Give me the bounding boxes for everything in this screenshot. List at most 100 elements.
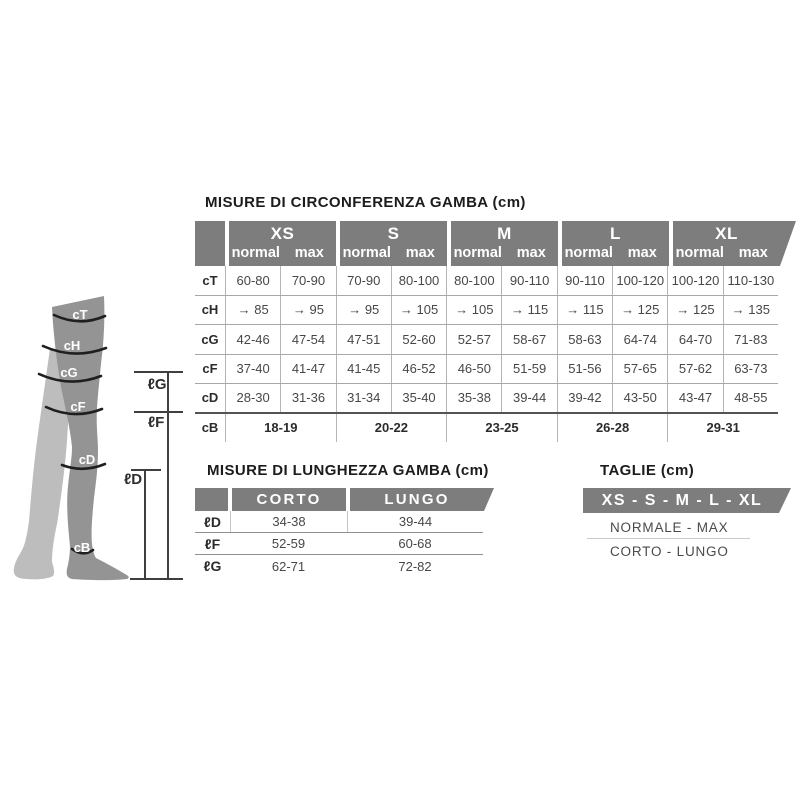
subcol-normal: normal xyxy=(231,245,280,261)
band-label-cD: cD xyxy=(79,452,96,467)
cell: 43-47 xyxy=(667,384,722,412)
row-label: cG xyxy=(201,331,219,347)
length-label-lD: ℓD xyxy=(124,471,142,488)
cell: 39-44 xyxy=(501,384,556,412)
header-size-s: S normal max xyxy=(340,221,447,266)
header-size-xs: XS normal max xyxy=(229,221,336,266)
cell: → 115 xyxy=(556,295,612,324)
row-label: ℓD xyxy=(204,513,221,530)
cell: 31-34 xyxy=(335,384,391,412)
cell: → 95 xyxy=(335,295,391,324)
merged-cell: 29-31 xyxy=(667,413,778,442)
circumference-table-body: cT 60-80 70-90 70-90 80-100 80-100 90-11… xyxy=(195,266,778,442)
cell: 35-40 xyxy=(390,384,446,412)
cell: 43-50 xyxy=(612,384,667,412)
row-label: cD xyxy=(201,390,219,406)
cell: 64-70 xyxy=(667,325,722,354)
header-corner-cell xyxy=(195,221,225,266)
table-row-lG: ℓG 62-71 72-82 xyxy=(195,555,483,577)
row-label: ℓF xyxy=(204,535,221,552)
band-label-cB: cB xyxy=(74,540,91,555)
cell: 63-73 xyxy=(722,354,778,383)
cell: 64-74 xyxy=(612,325,667,354)
taglie-option-normale-max: NORMALE - MAX xyxy=(610,520,729,535)
table-row-cD: cD 28-30 31-36 31-34 35-40 35-38 39-44 3… xyxy=(195,384,778,414)
circumference-table-header: XS normal max S normal max M normal max … xyxy=(195,221,796,266)
circumference-table-title: MISURE DI CIRCONFERENZA GAMBA (cm) xyxy=(205,194,526,211)
row-label: ℓG xyxy=(203,558,222,574)
leg-back-silhouette xyxy=(13,348,70,580)
size-name: XS xyxy=(270,224,295,243)
cell: 58-67 xyxy=(501,325,556,354)
band-arc-cT xyxy=(52,313,107,323)
subcol-normal: normal xyxy=(564,245,613,261)
length-table-header: CORTO LUNGO xyxy=(195,488,494,511)
merged-cell: 18-19 xyxy=(225,413,336,442)
cell: 51-59 xyxy=(501,354,556,383)
band-arc-cB xyxy=(70,547,95,555)
cell: → 105 xyxy=(390,295,446,324)
subcol-normal: normal xyxy=(453,245,502,261)
band-label-cG: cG xyxy=(60,365,77,380)
cell: 28-30 xyxy=(225,384,280,412)
row-label: cT xyxy=(202,272,218,288)
merged-cell: 26-28 xyxy=(556,413,668,442)
taglie-sizes-banner: XS - S - M - L - XL xyxy=(583,488,791,513)
cell: → 125 xyxy=(667,295,722,324)
cell: → 125 xyxy=(612,295,667,324)
size-name: XL xyxy=(715,224,738,243)
cell: 35-38 xyxy=(446,384,501,412)
table-row-cF: cF 37-40 41-47 41-45 46-52 46-50 51-59 5… xyxy=(195,354,778,384)
length-table-title: MISURE DI LUNGHEZZA GAMBA (cm) xyxy=(207,462,489,479)
cell: 46-50 xyxy=(446,354,501,383)
band-arc-cD xyxy=(60,462,107,471)
subcol-max: max xyxy=(294,245,324,261)
cell: 100-120 xyxy=(667,266,722,295)
cell: 62-71 xyxy=(271,558,306,574)
band-label-cT: cT xyxy=(72,307,87,322)
leg-front-silhouette xyxy=(52,296,129,581)
cell: → 85 xyxy=(225,295,280,324)
size-subheader: normal max xyxy=(229,246,336,261)
cell: 47-51 xyxy=(335,325,391,354)
cell: → 115 xyxy=(501,295,556,324)
cell: 51-56 xyxy=(556,354,612,383)
taglie-title: TAGLIE (cm) xyxy=(600,462,695,479)
subcol-max: max xyxy=(627,245,657,261)
cell: 52-57 xyxy=(446,325,501,354)
band-arc-cF xyxy=(44,405,104,416)
size-subheader: normal max xyxy=(673,246,780,261)
taglie-option-corto-lungo: CORTO - LUNGO xyxy=(610,544,729,559)
size-subheader: normal max xyxy=(451,246,558,261)
length-ruler xyxy=(130,371,183,580)
cell: 47-54 xyxy=(280,325,335,354)
length-label-lG: ℓG xyxy=(148,376,167,393)
header-col-lungo: LUNGO xyxy=(350,488,494,511)
cell: 70-90 xyxy=(335,266,391,295)
header-corner-cell xyxy=(195,488,228,511)
cell: → 95 xyxy=(280,295,335,324)
subcol-max: max xyxy=(738,245,768,261)
cell: 52-60 xyxy=(390,325,446,354)
cell: → 105 xyxy=(446,295,501,324)
table-row-lD: ℓD 34-38 39-44 xyxy=(195,511,483,533)
cell: 71-83 xyxy=(722,325,778,354)
cell: 48-55 xyxy=(722,384,778,412)
leg-diagram: cT cH cG cF cD cB ℓG ℓF ℓD xyxy=(13,296,183,581)
band-arc-cH xyxy=(41,344,108,355)
taglie-divider xyxy=(587,538,750,539)
cell: 80-100 xyxy=(390,266,446,295)
length-label-lF: ℓF xyxy=(148,414,165,431)
cell: 60-68 xyxy=(398,536,432,551)
cell: → 135 xyxy=(722,295,778,324)
row-label: cB xyxy=(201,420,219,435)
cell: 80-100 xyxy=(446,266,501,295)
cell: 110-130 xyxy=(722,266,778,295)
cell: 57-65 xyxy=(612,354,667,383)
cell: 52-59 xyxy=(271,536,306,551)
cell: 41-47 xyxy=(280,354,335,383)
header-size-l: L normal max xyxy=(562,221,669,266)
size-name: L xyxy=(610,224,621,243)
subcol-max: max xyxy=(405,245,435,261)
header-size-m: M normal max xyxy=(451,221,558,266)
